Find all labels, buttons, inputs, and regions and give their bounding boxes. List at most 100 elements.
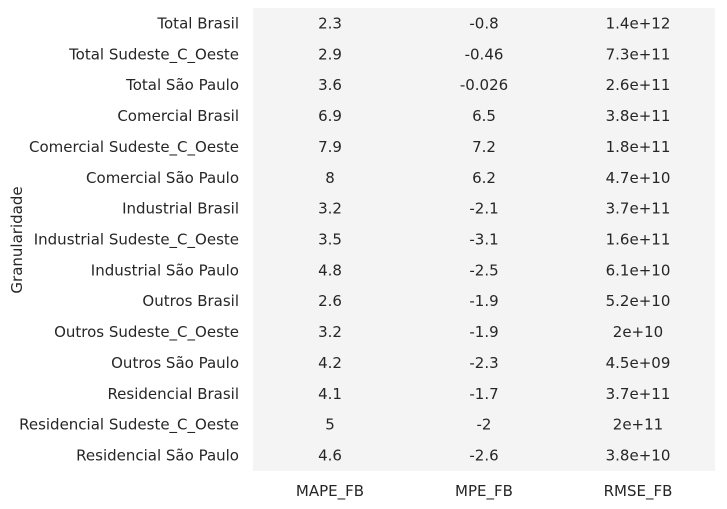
heatmap-cell <box>407 8 561 39</box>
heatmap-cell <box>561 285 715 317</box>
cell-value: -2.1 <box>469 200 498 218</box>
heatmap-cell <box>561 131 715 163</box>
cell-value: 2.3 <box>318 14 342 32</box>
heatmap-cell <box>407 38 561 70</box>
heatmap-cell <box>253 8 407 39</box>
cell-value: 3.5 <box>318 231 342 249</box>
heatmap-cell <box>561 409 715 441</box>
row-label: Comercial Sudeste_C_Oeste <box>29 138 239 157</box>
cell-value: 1.6e+11 <box>606 231 671 249</box>
cell-value: 3.8e+10 <box>606 447 671 465</box>
row-label: Industrial Brasil <box>122 200 239 218</box>
heatmap-cell <box>407 193 561 225</box>
cell-value: 3.7e+11 <box>606 385 671 403</box>
y-axis-title: Granularidade <box>8 186 26 293</box>
heatmap-cell <box>561 316 715 348</box>
cell-value: -1.9 <box>469 323 498 341</box>
row-label: Comercial São Paulo <box>86 169 239 187</box>
cell-value: 2.6e+11 <box>606 76 671 94</box>
cell-value: -0.026 <box>460 76 508 94</box>
cell-value: -1.9 <box>469 292 498 310</box>
cell-value: 4.2 <box>318 354 342 372</box>
cell-value: 3.2 <box>318 200 342 218</box>
heatmap-cell <box>561 162 715 194</box>
heatmap-cell <box>561 378 715 410</box>
cells-layer: 2.3 -0.8 1.4e+12 2.9 -0.46 7.3e+11 3.6 -0.026 2.… <box>253 8 715 471</box>
cell-value: 5.2e+10 <box>606 292 671 310</box>
cell-value: 4.1 <box>318 385 342 403</box>
cell-value: -2.5 <box>469 261 498 279</box>
heatmap-cell <box>407 162 561 194</box>
column-labels: MAPE_FB MPE_FB RMSE_FB <box>296 482 672 501</box>
column-label: RMSE_FB <box>604 482 673 501</box>
cell-value: 6.5 <box>472 107 496 125</box>
cell-value: 8 <box>325 169 335 187</box>
row-label: Residencial São Paulo <box>76 447 239 465</box>
heatmap-cell <box>253 38 407 70</box>
heatmap-cell <box>253 162 407 194</box>
heatmap-cell <box>407 254 561 286</box>
row-label: Comercial Brasil <box>117 107 239 125</box>
cell-value: -2.3 <box>469 354 498 372</box>
cell-value: 6.1e+10 <box>606 261 671 279</box>
heatmap-cell <box>253 224 407 255</box>
cell-value: 3.8e+11 <box>606 107 671 125</box>
heatmap-cell <box>253 316 407 348</box>
heatmap-cell <box>253 100 407 132</box>
heatmap-cell <box>407 224 561 255</box>
cell-value: -2.6 <box>469 447 498 465</box>
column-label: MPE_FB <box>455 482 513 501</box>
row-label: Outros São Paulo <box>111 354 239 372</box>
heatmap-cell <box>407 69 561 101</box>
cell-value: 2e+10 <box>613 323 663 341</box>
cell-value: -0.46 <box>465 45 504 63</box>
heatmap-cell <box>253 131 407 163</box>
heatmap-cell <box>253 347 407 379</box>
cell-value: 7.3e+11 <box>606 45 671 63</box>
row-label: Residencial Brasil <box>107 385 239 403</box>
heatmap-cell <box>253 440 407 471</box>
heatmap-cell <box>407 409 561 441</box>
heatmap-cell <box>407 378 561 410</box>
heatmap-cell <box>253 69 407 101</box>
row-label: Industrial Sudeste_C_Oeste <box>34 231 239 250</box>
cell-value: 3.2 <box>318 323 342 341</box>
heatmap-cell <box>561 224 715 255</box>
cell-value: 1.8e+11 <box>606 138 671 156</box>
heatmap-cell <box>407 100 561 132</box>
cell-value: 2e+11 <box>613 416 663 434</box>
heatmap-cell <box>407 316 561 348</box>
heatmap-cell <box>253 285 407 317</box>
heatmap-cell <box>561 347 715 379</box>
cell-value: 4.8 <box>318 261 342 279</box>
cell-value: 3.6 <box>318 76 342 94</box>
row-label: Total Brasil <box>156 14 239 32</box>
heatmap-cell <box>561 8 715 39</box>
cell-value: -0.8 <box>469 14 498 32</box>
cell-value: 1.4e+12 <box>606 14 671 32</box>
row-label: Total Sudeste_C_Oeste <box>68 45 239 64</box>
heatmap-cell <box>407 285 561 317</box>
cell-value: 4.6 <box>318 447 342 465</box>
heatmap-cell <box>561 38 715 70</box>
heatmap-cell <box>407 131 561 163</box>
cell-value: 3.7e+11 <box>606 200 671 218</box>
row-label: Total São Paulo <box>125 76 239 94</box>
heatmap-cell <box>407 347 561 379</box>
cell-value: 7.9 <box>318 138 342 156</box>
cell-value: -3.1 <box>469 231 498 249</box>
row-labels: Total Brasil Total Sudeste_C_Oeste Total S… <box>19 14 239 464</box>
heatmap-cell <box>253 193 407 225</box>
cell-value: 6.2 <box>472 169 496 187</box>
heatmap-cell <box>561 254 715 286</box>
cell-value: 7.2 <box>472 138 496 156</box>
row-label: Industrial São Paulo <box>91 261 239 279</box>
cell-value: -1.7 <box>469 385 498 403</box>
row-label: Residencial Sudeste_C_Oeste <box>19 416 239 435</box>
heatmap-cell <box>561 193 715 225</box>
cell-value: 2.6 <box>318 292 342 310</box>
cell-value: 2.9 <box>318 45 342 63</box>
heatmap-cell <box>561 69 715 101</box>
heatmap-cell <box>561 440 715 471</box>
